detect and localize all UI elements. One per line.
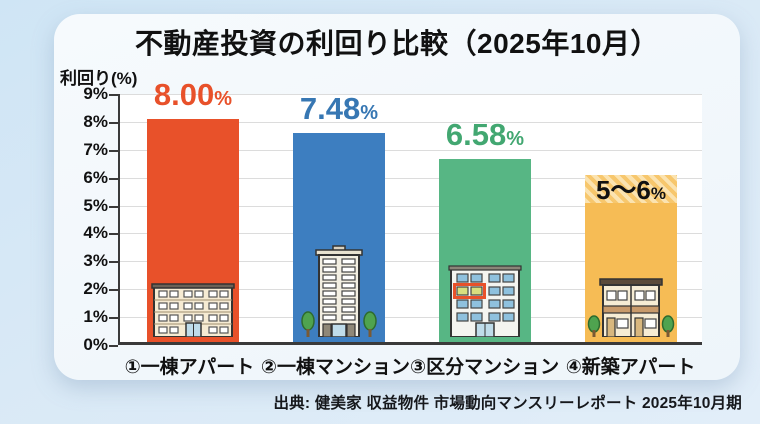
y-tick-label: 5% [83,195,108,215]
y-tick-label: 8% [83,111,108,131]
x-axis-category-labels: ①一棟アパート ②一棟マンション ③区分マンション ④新築アパート [118,352,702,379]
y-axis-label: 利回り(%) [60,69,138,88]
y-tick-label: 6% [83,167,108,187]
gridline [120,205,702,207]
bar-value-label: 6.58% [445,116,525,152]
y-tick-label: 7% [83,139,108,159]
bar-4: 5〜6% [585,174,677,342]
y-tick-label: 9% [83,84,108,103]
new-apartment-icon [587,275,675,342]
gridline [120,317,702,319]
y-tick-mark [109,233,118,236]
y-tick-label: 0% [83,335,108,354]
plot-area: 8.00% 7.48% [118,78,702,345]
y-tick-mark [109,261,118,264]
gridline [120,121,702,123]
bar-3 [439,158,531,342]
source-caption: 出典: 健美家 収益物件 市場動向マンスリーレポート 2025年10月期 [273,395,742,412]
bar-value-label: 8.00% [153,76,233,112]
y-tick-label: 3% [83,251,108,271]
x-category-label-3: ③区分マンション [410,357,560,378]
gridline [120,261,702,263]
gridline [120,233,702,235]
mansion-tower-icon [299,245,379,342]
x-category-label-4: ④新築アパート [565,357,696,378]
chart-area: 8.00% 7.48% [83,78,702,354]
y-tick-mark [109,205,118,208]
gridline [120,94,702,95]
y-tick-mark [109,289,118,292]
y-tick-mark [109,94,118,96]
apartment-building-icon [150,281,236,342]
y-tick-mark [109,121,118,124]
y-tick-mark [109,149,118,152]
bar-hatched-segment: 5〜6% [585,174,677,205]
y-tick-label: 2% [83,279,108,299]
gridline [120,177,702,179]
x-category-label-2: ②一棟マンション [260,357,410,378]
condo-unit-icon [448,263,522,342]
bar-value-label: 7.48% [299,91,379,127]
bar-range-label: 5〜6% [595,175,667,206]
gridline [120,149,702,151]
gridline [120,289,702,291]
y-tick-mark [109,317,118,320]
chart-title: 不動産投資の利回り比較（2025年10月） [135,28,659,59]
bar-1 [147,118,239,342]
y-tick-label: 4% [83,223,108,243]
y-tick-label: 1% [83,307,108,327]
y-tick-mark [109,345,118,347]
y-tick-mark [109,177,118,180]
x-category-label-1: ①一棟アパート [124,357,255,378]
bar-2 [293,133,385,342]
